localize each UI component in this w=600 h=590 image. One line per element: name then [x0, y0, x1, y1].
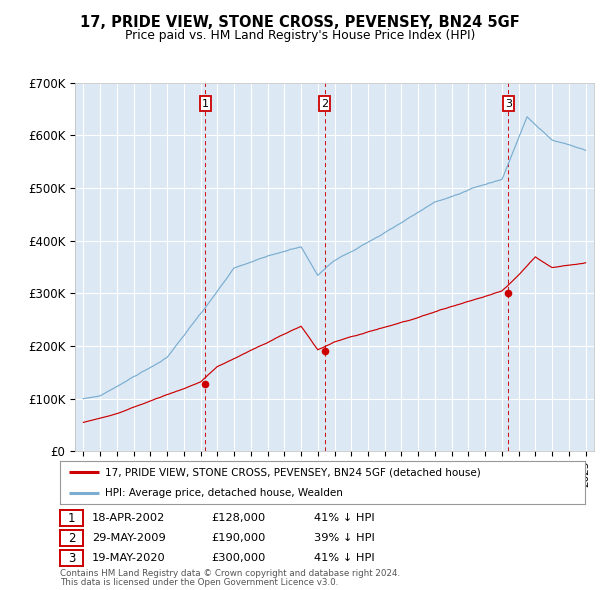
Text: £300,000: £300,000	[212, 553, 266, 563]
Text: This data is licensed under the Open Government Licence v3.0.: This data is licensed under the Open Gov…	[60, 578, 338, 587]
Text: 17, PRIDE VIEW, STONE CROSS, PEVENSEY, BN24 5GF: 17, PRIDE VIEW, STONE CROSS, PEVENSEY, B…	[80, 15, 520, 30]
Text: HPI: Average price, detached house, Wealden: HPI: Average price, detached house, Weal…	[104, 488, 343, 498]
Text: £190,000: £190,000	[212, 533, 266, 543]
Text: 17, PRIDE VIEW, STONE CROSS, PEVENSEY, BN24 5GF (detached house): 17, PRIDE VIEW, STONE CROSS, PEVENSEY, B…	[104, 467, 481, 477]
Text: 41% ↓ HPI: 41% ↓ HPI	[314, 553, 374, 563]
Text: 18-APR-2002: 18-APR-2002	[92, 513, 165, 523]
Text: £128,000: £128,000	[212, 513, 266, 523]
Text: 39% ↓ HPI: 39% ↓ HPI	[314, 533, 374, 543]
Text: 41% ↓ HPI: 41% ↓ HPI	[314, 513, 374, 523]
Text: 2: 2	[321, 99, 328, 109]
Text: 3: 3	[68, 552, 75, 565]
Text: 19-MAY-2020: 19-MAY-2020	[92, 553, 166, 563]
Text: 29-MAY-2009: 29-MAY-2009	[92, 533, 166, 543]
Text: 1: 1	[202, 99, 209, 109]
Text: 1: 1	[68, 512, 75, 525]
Text: Price paid vs. HM Land Registry's House Price Index (HPI): Price paid vs. HM Land Registry's House …	[125, 30, 475, 42]
Text: 3: 3	[505, 99, 512, 109]
Text: Contains HM Land Registry data © Crown copyright and database right 2024.: Contains HM Land Registry data © Crown c…	[60, 569, 400, 578]
Text: 2: 2	[68, 532, 75, 545]
